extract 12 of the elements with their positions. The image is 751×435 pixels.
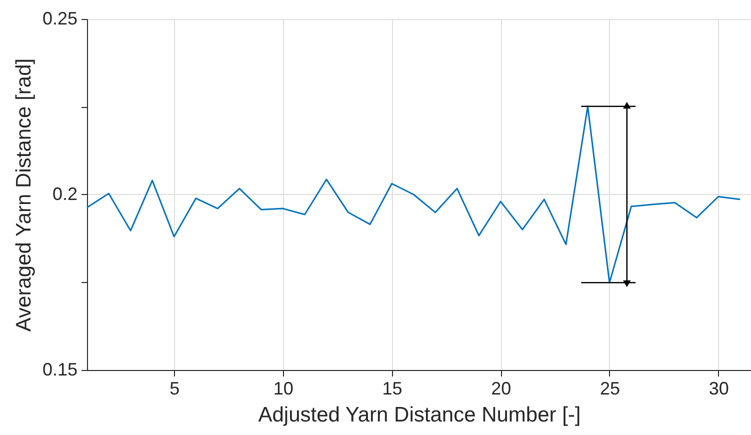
x-tick-label: 20: [491, 378, 512, 398]
line-series: [86, 106, 741, 284]
y-tick-label: 0.25: [42, 8, 78, 28]
x-tick-label: 15: [382, 378, 402, 398]
y-tick-label: 0.15: [42, 360, 78, 380]
x-tick-label: 30: [708, 378, 729, 398]
x-tick-label: 5: [170, 378, 180, 398]
y-axis-title: Averaged Yarn Distance [rad]: [12, 58, 36, 332]
y-tick-label: 0.2: [52, 184, 78, 204]
x-tick-label: 25: [600, 378, 620, 398]
x-axis-title: Adjusted Yarn Distance Number [-]: [258, 404, 581, 426]
x-tick-label: 10: [273, 378, 294, 398]
